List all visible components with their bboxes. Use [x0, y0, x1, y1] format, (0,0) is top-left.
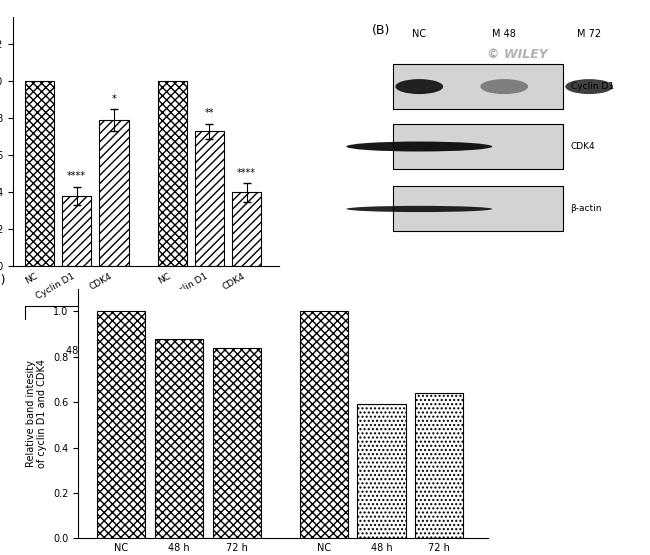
Text: ****: ****: [67, 171, 86, 181]
Text: *: *: [112, 94, 116, 104]
Ellipse shape: [395, 79, 443, 94]
Text: NC: NC: [412, 29, 426, 39]
Text: β-actin: β-actin: [571, 204, 602, 214]
Ellipse shape: [566, 79, 613, 94]
Text: ****: ****: [237, 168, 256, 178]
Bar: [158, 82, 187, 266]
Bar: [300, 311, 348, 538]
Text: 72 h: 72 h: [198, 346, 220, 356]
Bar: [195, 132, 224, 266]
Text: 48 h: 48 h: [66, 346, 88, 356]
Text: CDK4: CDK4: [571, 142, 595, 151]
Bar: [62, 196, 92, 266]
Y-axis label: Relative band intesity
of cyclin D1 and CDK4: Relative band intesity of cyclin D1 and …: [26, 359, 47, 468]
Bar: [232, 193, 261, 266]
Bar: [155, 339, 203, 538]
FancyBboxPatch shape: [393, 186, 563, 231]
Ellipse shape: [346, 206, 492, 212]
Text: (B): (B): [371, 24, 390, 37]
Text: (C): (C): [0, 274, 6, 286]
Bar: [99, 120, 129, 266]
Text: © WILEY: © WILEY: [487, 48, 548, 60]
Bar: [213, 347, 261, 538]
Ellipse shape: [480, 79, 528, 94]
Text: M 48: M 48: [492, 29, 516, 39]
Bar: [25, 82, 54, 266]
FancyBboxPatch shape: [393, 64, 563, 109]
Ellipse shape: [346, 142, 492, 152]
Bar: [358, 405, 406, 538]
Bar: [415, 393, 463, 538]
Text: **: **: [205, 108, 214, 118]
Text: Cyclin D1: Cyclin D1: [571, 82, 614, 91]
FancyBboxPatch shape: [393, 124, 563, 169]
Text: M 72: M 72: [577, 29, 601, 39]
Bar: [98, 311, 146, 538]
